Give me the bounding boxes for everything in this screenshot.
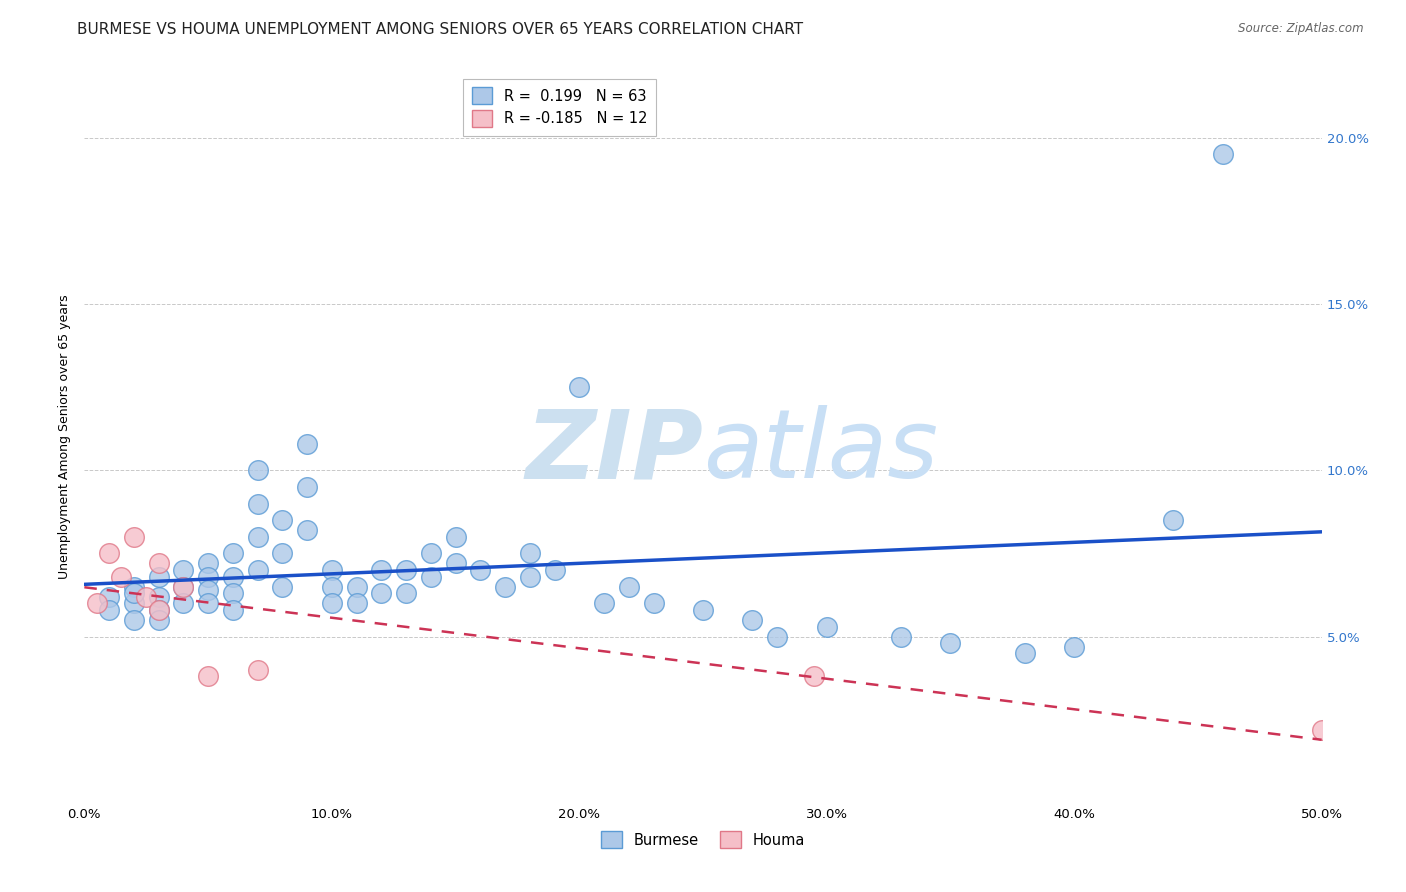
Point <box>1310 723 1333 737</box>
Point <box>321 563 343 577</box>
Point <box>346 596 368 610</box>
Text: BURMESE VS HOUMA UNEMPLOYMENT AMONG SENIORS OVER 65 YEARS CORRELATION CHART: BURMESE VS HOUMA UNEMPLOYMENT AMONG SENI… <box>77 22 803 37</box>
Point <box>494 580 516 594</box>
Point <box>172 580 194 594</box>
Point <box>271 513 294 527</box>
Point <box>148 590 170 604</box>
Point <box>222 546 245 560</box>
Point <box>172 596 194 610</box>
Point <box>98 603 121 617</box>
Point <box>803 669 825 683</box>
Point <box>197 570 219 584</box>
Point <box>246 563 269 577</box>
Point <box>593 596 616 610</box>
Point <box>295 436 318 450</box>
Point <box>172 563 194 577</box>
Point <box>1212 147 1234 161</box>
Point <box>890 630 912 644</box>
Point <box>741 613 763 627</box>
Point <box>246 663 269 677</box>
Point <box>172 580 194 594</box>
Point <box>395 563 418 577</box>
Point <box>246 463 269 477</box>
Point <box>222 586 245 600</box>
Y-axis label: Unemployment Among Seniors over 65 years: Unemployment Among Seniors over 65 years <box>58 294 72 580</box>
Point <box>148 603 170 617</box>
Point <box>543 563 565 577</box>
Point <box>295 523 318 537</box>
Point <box>122 613 145 627</box>
Point <box>1063 640 1085 654</box>
Point <box>815 619 838 633</box>
Point <box>197 596 219 610</box>
Point <box>370 586 392 600</box>
Point <box>135 590 157 604</box>
Point <box>321 596 343 610</box>
Text: ZIP: ZIP <box>524 405 703 499</box>
Point <box>321 580 343 594</box>
Legend: Burmese, Houma: Burmese, Houma <box>595 825 811 854</box>
Point <box>222 570 245 584</box>
Point <box>110 570 132 584</box>
Text: atlas: atlas <box>703 405 938 499</box>
Point <box>222 603 245 617</box>
Point <box>148 557 170 571</box>
Text: Source: ZipAtlas.com: Source: ZipAtlas.com <box>1239 22 1364 36</box>
Point <box>246 530 269 544</box>
Point <box>148 613 170 627</box>
Point <box>395 586 418 600</box>
Point <box>519 570 541 584</box>
Point <box>122 530 145 544</box>
Point <box>419 546 441 560</box>
Point <box>939 636 962 650</box>
Point <box>1161 513 1184 527</box>
Point <box>643 596 665 610</box>
Point <box>197 669 219 683</box>
Point <box>271 580 294 594</box>
Point <box>122 586 145 600</box>
Point <box>98 546 121 560</box>
Point <box>271 546 294 560</box>
Point <box>346 580 368 594</box>
Point <box>197 582 219 597</box>
Point <box>122 580 145 594</box>
Point <box>766 630 789 644</box>
Point <box>122 596 145 610</box>
Point <box>1014 646 1036 660</box>
Point <box>148 603 170 617</box>
Point <box>519 546 541 560</box>
Point <box>470 563 492 577</box>
Point <box>444 557 467 571</box>
Point <box>370 563 392 577</box>
Point <box>98 590 121 604</box>
Point <box>148 570 170 584</box>
Point <box>617 580 640 594</box>
Point <box>295 480 318 494</box>
Point <box>444 530 467 544</box>
Point <box>568 380 591 394</box>
Point <box>246 497 269 511</box>
Point <box>86 596 108 610</box>
Point <box>419 570 441 584</box>
Point <box>692 603 714 617</box>
Point <box>197 557 219 571</box>
